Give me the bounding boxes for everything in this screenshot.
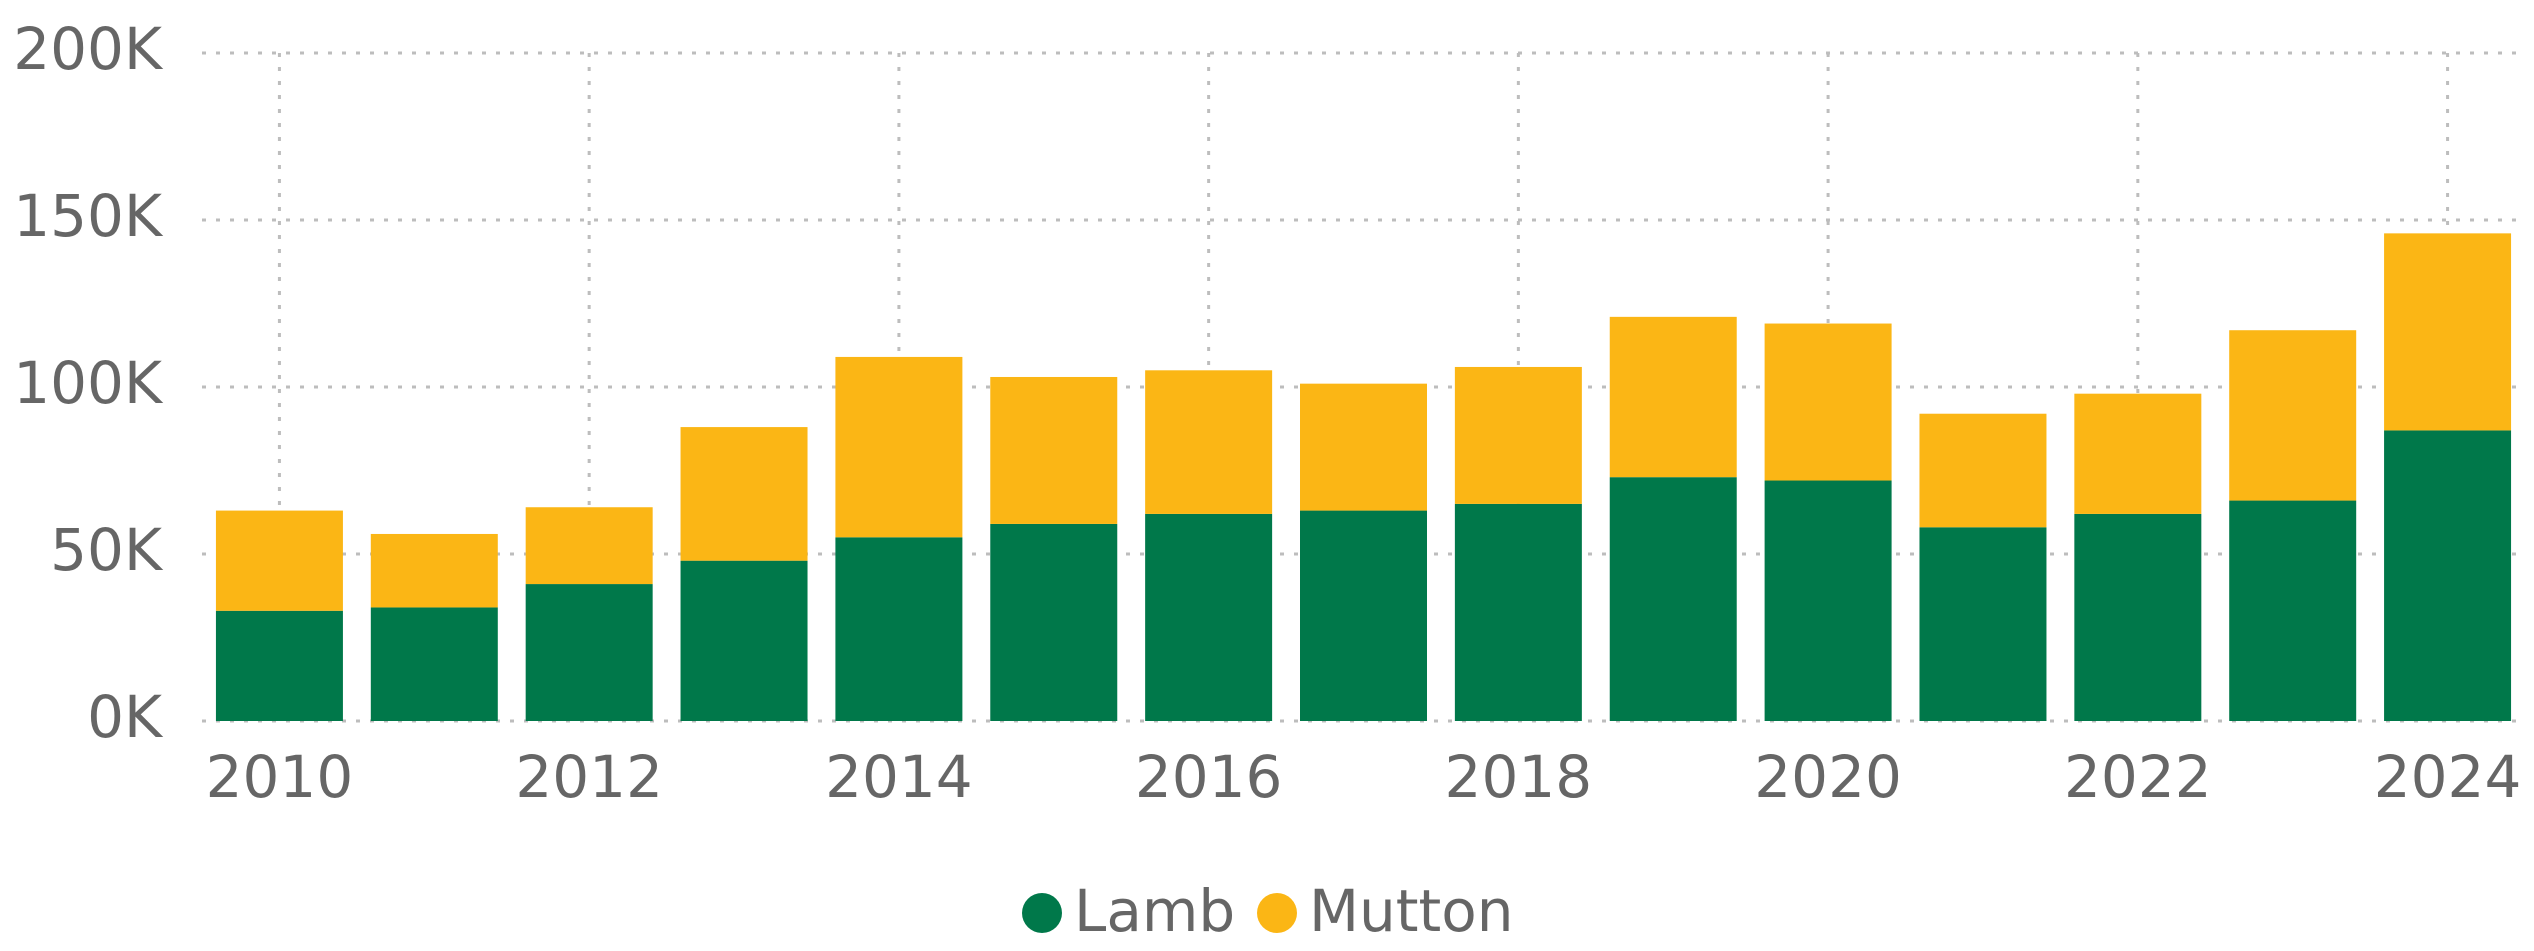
bar-segment xyxy=(215,610,343,721)
bar-segment xyxy=(2384,430,2512,721)
legend-marker xyxy=(1257,893,1297,933)
legend-label: Lamb xyxy=(1074,877,1235,945)
bar-segment xyxy=(1919,413,2047,528)
x-tick-label: 2022 xyxy=(2064,743,2212,811)
bar-segment xyxy=(2074,393,2202,514)
bar-segment xyxy=(680,560,808,721)
bar-segment xyxy=(1300,510,1427,721)
y-tick-label: 200K xyxy=(13,15,164,83)
bar-segment xyxy=(1764,323,1892,481)
bar-segment xyxy=(215,510,343,611)
legend-marker xyxy=(1022,893,1062,933)
y-tick-label: 100K xyxy=(13,349,164,417)
bar-segment xyxy=(370,607,498,721)
x-tick-label: 2010 xyxy=(206,743,354,811)
y-tick-label: 150K xyxy=(13,182,164,250)
bar-segment xyxy=(2229,330,2357,501)
x-tick-label: 2024 xyxy=(2374,743,2522,811)
bar-segment xyxy=(525,584,653,721)
bar-segment xyxy=(2229,500,2357,721)
x-tick-label: 2012 xyxy=(515,743,663,811)
x-tick-label: 2016 xyxy=(1135,743,1283,811)
bar-segment xyxy=(990,376,1118,524)
legend-label: Mutton xyxy=(1309,877,1514,945)
bar-segment xyxy=(1454,366,1582,504)
bar-segment xyxy=(2074,513,2202,721)
x-tick-label: 2018 xyxy=(1445,743,1593,811)
bar-segment xyxy=(2384,233,2512,431)
bar-segment xyxy=(525,507,653,585)
bar-segment xyxy=(1454,503,1582,721)
bar-segment xyxy=(1919,527,2047,721)
bar-segment xyxy=(990,523,1118,721)
x-tick-label: 2020 xyxy=(1754,743,1902,811)
bar-segment xyxy=(1764,480,1892,721)
bar-segment xyxy=(1145,370,1273,514)
bar-segment xyxy=(370,533,498,608)
bar-segment xyxy=(835,356,963,538)
y-tick-label: 50K xyxy=(50,516,164,584)
bar-segment xyxy=(1300,383,1427,511)
bar-segment xyxy=(1609,316,1737,478)
bar-segment xyxy=(1609,477,1737,721)
y-tick-label: 0K xyxy=(87,683,164,751)
bar-segment xyxy=(1145,513,1273,721)
bar-segment xyxy=(835,537,963,721)
x-tick-label: 2014 xyxy=(825,743,973,811)
bar-segment xyxy=(680,427,808,561)
